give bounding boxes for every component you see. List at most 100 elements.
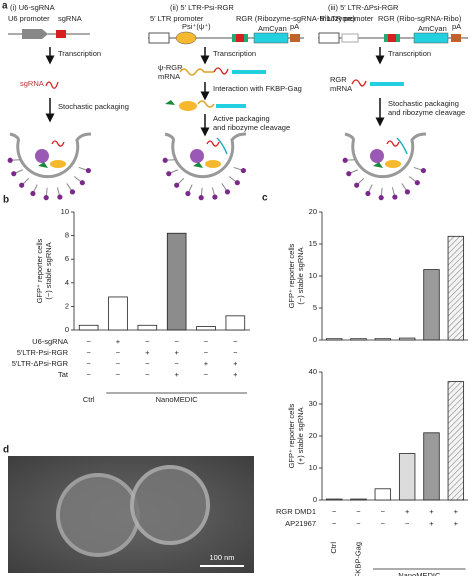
y-axis-label: (+) stable sgRNA [296,407,305,464]
envelope-protein [11,171,16,176]
condition-mark: + [454,519,459,528]
cas9 [190,149,204,163]
ltr [149,33,169,43]
condition-mark: − [116,359,121,368]
bar [326,339,342,340]
envelope-protein [392,194,397,199]
construct-label: 5′ LTR promoter [320,14,374,23]
condition-mark: − [233,337,238,346]
y-tick-label: 0 [65,325,69,334]
rna-label: mRNA [158,72,180,81]
sgrna-box [388,34,396,42]
bar [399,454,415,500]
bar [351,499,367,500]
gag [385,160,401,168]
envelope-protein [185,191,190,196]
bar [448,236,464,340]
bar [167,233,186,330]
step-label: Stochastic packaging [388,99,459,108]
y-tick-label: 20 [309,207,317,216]
step-label: Transcription [58,49,101,58]
y-tick-label: 10 [61,207,69,216]
fkbp [373,162,383,168]
bar [375,489,391,500]
gag [179,101,197,111]
spike [414,167,422,170]
envelope-protein [86,168,91,173]
mrna [216,104,246,108]
panel-label: b [3,195,9,206]
step-label: and ribozyme cleavage [213,123,290,132]
condition-mark: + [233,370,238,379]
group-label: NanoMEDIC [398,571,441,576]
rna-label: sgRNA [20,79,44,88]
envelope-protein [57,194,62,199]
bar [351,339,367,340]
ribozyme [384,34,388,42]
envelope-protein [225,189,230,194]
panel-a: a (i) U6-sgRNA (ii) 5′ LTR-Psi-RGR (iii)… [2,1,468,132]
condition-mark: − [204,370,209,379]
spike [358,178,364,183]
condition-mark: − [174,359,179,368]
sgrna-icon [46,82,58,88]
spike [201,188,202,196]
fkbp [165,100,175,105]
ribozyme [396,34,400,42]
y-tick-label: 0 [313,335,317,344]
condition-mark: − [86,370,91,379]
spike [171,170,178,173]
envelope-protein [415,180,420,185]
rna [217,138,227,154]
step-label: Transcription [213,49,256,58]
spike [79,167,87,170]
ltr [319,33,339,43]
gag [50,160,66,168]
condition-mark: − [86,359,91,368]
amcyan [254,33,288,43]
spike [46,188,47,196]
y-tick-label: 30 [309,399,317,408]
rna-label: RGR [330,75,347,84]
envelope-protein [44,195,49,200]
bar [424,270,440,340]
step-label: Stochastic packaging [58,102,129,111]
condition-mark: − [332,507,337,516]
bar [424,433,440,500]
spike [57,187,59,195]
spike [369,185,372,192]
construct-label: sgRNA [58,14,82,23]
condition-label: AP21967 [285,519,316,528]
panel-label: c [262,193,268,204]
spike [178,178,184,183]
panel-label: d [3,445,9,456]
envelope-protein [174,183,179,188]
spike [16,170,23,173]
condition-mark: + [174,348,179,357]
condition-label: Tat [58,370,69,379]
spike [234,167,242,170]
condition-mark: − [145,370,150,379]
gag [205,160,221,168]
envelope-protein [235,180,240,185]
bar [226,316,245,330]
spike [34,185,37,192]
psi [176,32,196,44]
condition-mark: − [356,507,361,516]
bar [448,382,464,500]
condition-mark: − [145,337,150,346]
category-label: Ctrl [329,542,338,554]
y-tick-label: 8 [65,231,69,240]
sgrna-box [56,30,66,38]
category-label: W/o FKBP-Gag [353,542,362,576]
bar [79,325,98,330]
condition-mark: − [116,348,121,357]
envelope-protein [346,171,351,176]
envelope-protein [70,189,75,194]
scheme-title: (ii) 5′ LTR-Psi-RGR [170,3,234,12]
envelope-protein [405,189,410,194]
condition-mark: − [145,359,150,368]
promoter [22,29,48,39]
panel-d: 100 nm [8,456,254,573]
